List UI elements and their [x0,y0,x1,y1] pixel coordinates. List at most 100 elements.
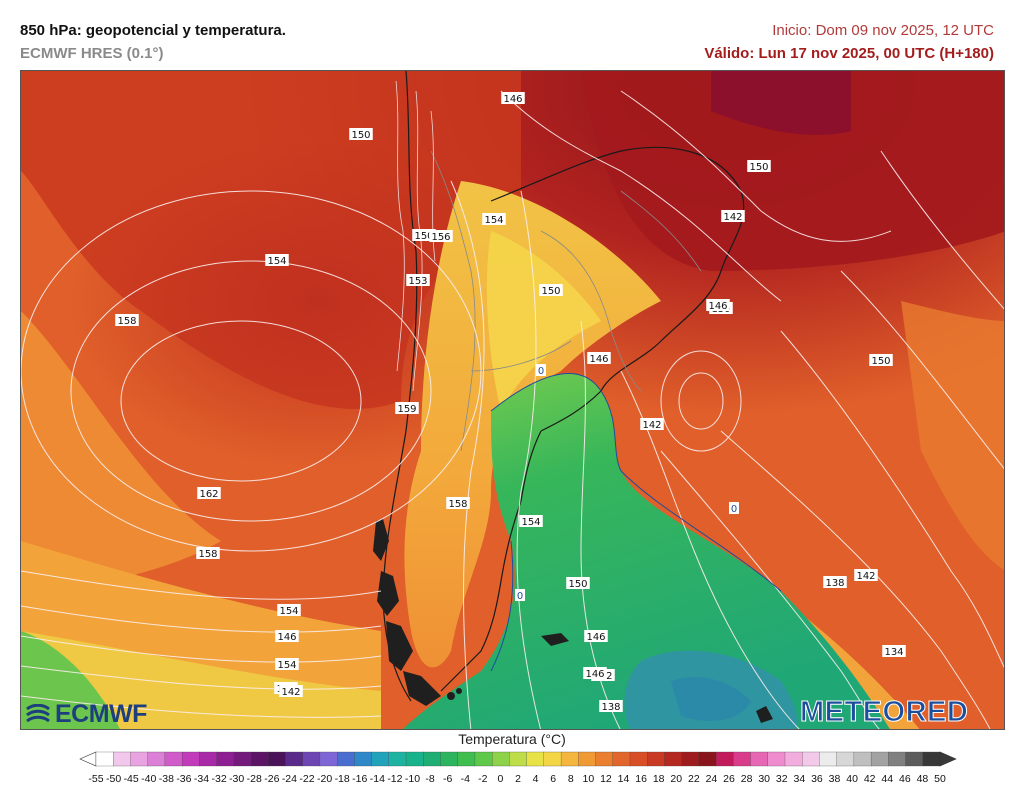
contour-label: 162 [197,487,221,500]
colorbar-tick-label: -45 [124,773,139,785]
contour-label: 158 [115,314,139,327]
colorbar-swatch [268,751,286,767]
svg-text:158: 158 [198,549,217,560]
colorbar-tick-label: 46 [899,773,911,785]
svg-text:134: 134 [884,647,903,658]
map-title: 850 hPa: geopotencial y temperatura. [20,22,286,39]
colorbar-tick-label: -40 [141,773,156,785]
colorbar-swatch [457,751,476,767]
colorbar-swatch [715,751,734,767]
colorbar-swatch [388,751,407,767]
colorbar-tick-label: -6 [443,773,452,785]
colorbar-swatch [199,751,218,767]
svg-text:158: 158 [117,316,136,327]
colorbar-swatch [784,751,803,767]
colorbar-swatch [216,751,235,767]
svg-text:146: 146 [589,354,608,365]
colorbar-arrow-low [79,751,97,767]
colorbar-tick-label: -30 [229,773,244,785]
contour-label: 134 [882,645,906,658]
svg-text:138: 138 [601,702,620,713]
colorbar-swatch [647,751,665,767]
svg-text:146: 146 [708,301,727,312]
colorbar-swatch [440,751,459,767]
colorbar-swatch [233,751,252,767]
colorbar-swatch [147,751,166,767]
colorbar-swatch [113,751,131,767]
colorbar-tick-label: 20 [670,773,682,785]
colorbar-swatch [336,751,355,767]
contour-label: 150 [869,354,893,367]
contour-labels: 1461501501541501561541531581501461501421… [115,92,906,713]
colorbar-tick-label: -4 [461,773,470,785]
colorbar-swatch [354,751,373,767]
warm-tongue [404,181,661,668]
svg-text:0: 0 [538,366,544,377]
zero-isotherm [490,373,782,672]
contour-label: 150 [539,284,563,297]
init-time: Inicio: Dom 09 nov 2025, 12 UTC [772,22,994,39]
svg-text:150: 150 [568,579,587,590]
colorbar-tick-label: 6 [550,773,556,785]
svg-text:154: 154 [521,517,540,528]
colorbar-swatch [474,751,493,767]
svg-text:159: 159 [397,404,416,415]
colorbar-tick-label: 10 [582,773,594,785]
contour-label: 150 [566,577,590,590]
svg-text:150: 150 [871,356,890,367]
colorbar-tick-label: -14 [370,773,385,785]
temperature-colorbar: -55 -50 -45 -40 -38 -36 -34 -32 -30 -28 -26 -24 -22-… [79,751,957,785]
model-label: ECMWF HRES (0.1°) [20,45,164,62]
geopotential-contours [21,90,1004,729]
colorbar-tick-label: -38 [159,773,174,785]
colorbar-tick-label: 4 [533,773,539,785]
colorbar-swatch [905,751,924,767]
svg-text:142: 142 [642,420,661,431]
colorbar-tick-label: 34 [793,773,805,785]
colorbar-tick-label: 8 [568,773,574,785]
ecmwf-logo-text: ECMWF [55,700,147,728]
colorbar-tick-label: -26 [264,773,279,785]
svg-text:142: 142 [281,687,300,698]
colorbar-tick-label: -18 [335,773,350,785]
colorbar-swatch [681,751,700,767]
colorbar-swatch [526,751,545,767]
colorbar-swatch [767,751,786,767]
contour-label: 158 [196,547,220,560]
colorbar-tick-label: 26 [723,773,735,785]
colorbar-tick-label: 22 [688,773,700,785]
svg-text:154: 154 [267,256,286,267]
svg-text:162: 162 [199,489,218,500]
colorbar-tick-label: 12 [600,773,612,785]
svg-text:158: 158 [448,499,467,510]
svg-text:142: 142 [856,571,875,582]
colorbar-tick-label: -28 [247,773,262,785]
colorbar-tick-label: 50 [934,773,946,785]
colorbar-swatch [95,751,114,767]
colorbar-tick-label: 32 [776,773,788,785]
weather-map[interactable]: 1461501501541501561541531581501461501421… [20,70,1005,730]
contour-label: 138 [599,700,623,713]
zero-isotherm-label: 0 [729,502,739,515]
colorbar-swatch [405,751,424,767]
svg-text:154: 154 [277,660,296,671]
map-canvas: 1461501501541501561541531581501461501421… [21,71,1004,729]
colorbar-swatch [578,751,596,767]
colorbar-swatch [750,751,769,767]
svg-text:154: 154 [279,606,298,617]
zero-isotherm-label: 0 [536,364,546,377]
colorbar-swatch [423,751,441,767]
colorbar-tick-label: -22 [299,773,314,785]
colorbar-swatch [319,751,338,767]
svg-text:150: 150 [749,162,768,173]
colorbar-swatch [629,751,648,767]
colorbar-tick-label: -2 [478,773,487,785]
colorbar-tick-label: 0 [497,773,503,785]
contour-label: 154 [265,254,289,267]
colorbar-tick-label: -16 [352,773,367,785]
contour-label: 142 [854,569,878,582]
colorbar-tick-label: 40 [846,773,858,785]
colorbar-swatch [302,751,321,767]
colorbar-title: Temperatura (°C) [458,731,566,747]
cold-air-mass [403,373,890,729]
